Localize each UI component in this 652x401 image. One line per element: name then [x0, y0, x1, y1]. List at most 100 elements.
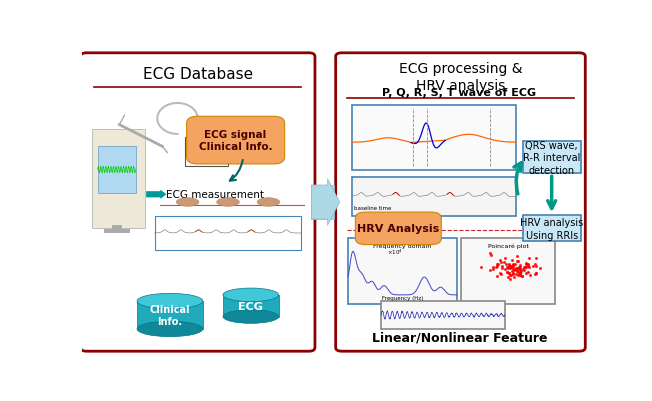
- Point: [485, 267, 496, 273]
- FancyBboxPatch shape: [348, 238, 457, 304]
- Text: Poincaré plot: Poincaré plot: [488, 243, 529, 248]
- Point: [520, 264, 531, 271]
- Point: [524, 264, 535, 270]
- Point: [521, 261, 531, 267]
- Point: [505, 265, 515, 272]
- Point: [497, 263, 507, 269]
- Point: [514, 271, 525, 278]
- Point: [515, 272, 526, 278]
- Point: [515, 270, 526, 277]
- Point: [505, 264, 515, 270]
- Text: Clinical
Info.: Clinical Info.: [150, 304, 190, 326]
- Point: [491, 264, 501, 270]
- Point: [521, 260, 531, 267]
- Point: [507, 271, 518, 278]
- Point: [518, 266, 528, 272]
- Point: [495, 270, 505, 276]
- Point: [496, 271, 506, 277]
- Point: [492, 261, 503, 267]
- Point: [507, 268, 517, 274]
- Point: [511, 258, 522, 264]
- Text: P, Q, R, S, T wave of ECG: P, Q, R, S, T wave of ECG: [383, 88, 537, 98]
- Point: [517, 273, 527, 279]
- Point: [505, 264, 516, 271]
- Ellipse shape: [257, 198, 280, 207]
- FancyBboxPatch shape: [98, 147, 136, 193]
- Point: [501, 269, 512, 275]
- Point: [507, 264, 517, 271]
- FancyBboxPatch shape: [186, 117, 285, 164]
- Point: [515, 270, 526, 276]
- Ellipse shape: [176, 198, 199, 207]
- Point: [488, 266, 498, 273]
- Point: [493, 261, 503, 267]
- Point: [512, 267, 522, 273]
- Point: [523, 261, 533, 267]
- Point: [503, 264, 514, 270]
- Point: [501, 261, 512, 267]
- Point: [514, 265, 524, 271]
- FancyBboxPatch shape: [185, 138, 228, 167]
- Point: [522, 263, 533, 269]
- FancyBboxPatch shape: [137, 301, 203, 329]
- Point: [492, 263, 502, 269]
- Text: baseline time: baseline time: [355, 206, 392, 211]
- FancyBboxPatch shape: [523, 142, 581, 174]
- Point: [504, 263, 514, 269]
- Bar: [112, 226, 122, 230]
- Point: [515, 267, 526, 273]
- FancyBboxPatch shape: [381, 301, 505, 329]
- Point: [499, 259, 509, 265]
- Point: [503, 262, 514, 269]
- Point: [505, 275, 515, 282]
- Point: [509, 267, 519, 274]
- Text: ECG processing &
HRV analysis: ECG processing & HRV analysis: [399, 62, 522, 93]
- Point: [508, 262, 518, 268]
- Point: [512, 258, 523, 265]
- Point: [524, 272, 535, 279]
- Text: ECG: ECG: [239, 301, 263, 311]
- Point: [531, 263, 541, 270]
- Point: [531, 269, 541, 276]
- Point: [505, 263, 516, 270]
- Point: [520, 264, 531, 271]
- FancyBboxPatch shape: [312, 186, 334, 219]
- Point: [524, 262, 534, 268]
- FancyBboxPatch shape: [355, 213, 441, 245]
- Point: [486, 252, 496, 258]
- Ellipse shape: [223, 310, 278, 324]
- Point: [503, 265, 513, 271]
- Point: [506, 272, 516, 278]
- Point: [535, 265, 545, 271]
- Point: [484, 251, 495, 257]
- FancyBboxPatch shape: [352, 178, 516, 217]
- Point: [488, 264, 498, 270]
- Point: [515, 263, 526, 269]
- Point: [494, 257, 505, 263]
- FancyArrow shape: [146, 190, 166, 199]
- Point: [504, 261, 514, 268]
- Point: [504, 271, 514, 277]
- Point: [530, 271, 541, 277]
- Text: ECG signal
Clinical Info.: ECG signal Clinical Info.: [199, 130, 273, 152]
- Text: Frequency domain: Frequency domain: [374, 243, 432, 249]
- FancyBboxPatch shape: [91, 130, 145, 229]
- Text: HRV analysis
Using RRIs: HRV analysis Using RRIs: [520, 218, 584, 240]
- Point: [515, 266, 526, 272]
- Ellipse shape: [223, 288, 278, 302]
- Point: [515, 268, 526, 275]
- Point: [514, 270, 525, 276]
- Point: [510, 266, 520, 272]
- Point: [512, 268, 522, 274]
- FancyArrow shape: [312, 179, 340, 226]
- FancyBboxPatch shape: [336, 54, 585, 351]
- Point: [503, 270, 514, 276]
- FancyBboxPatch shape: [523, 216, 581, 242]
- Point: [507, 263, 517, 269]
- Point: [510, 261, 520, 267]
- Point: [513, 272, 524, 278]
- FancyBboxPatch shape: [80, 54, 315, 351]
- Point: [531, 255, 542, 261]
- Ellipse shape: [137, 321, 203, 337]
- Point: [505, 272, 515, 278]
